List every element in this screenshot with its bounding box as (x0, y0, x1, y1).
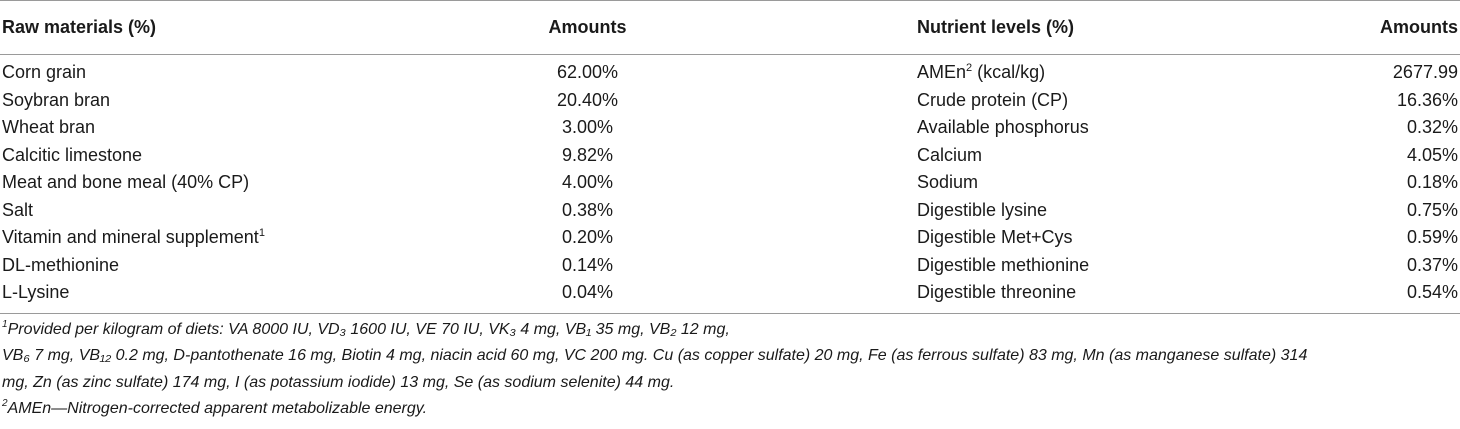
nutrient-amount: 0.37% (1406, 254, 1458, 275)
column-spacer (695, 114, 915, 142)
nutrient-cell: Available phosphorus (915, 114, 1255, 142)
table-row: Wheat bran 3.00% Available phosphorus 0.32% (0, 114, 1460, 142)
header-row: Raw materials (%) Amounts Nutrient level… (0, 0, 1460, 55)
footnote-1-text-line-1: Provided per kilogram of diets: VA 8000 … (7, 320, 730, 338)
nutrient-amount: 0.75% (1406, 199, 1458, 220)
header-raw-materials: Raw materials (%) (0, 0, 480, 55)
nutrient-unit: (kcal/kg) (972, 62, 1046, 82)
diet-composition-table: Raw materials (%) Amounts Nutrient level… (0, 0, 1460, 313)
table-body: Corn grain 62.00% AMEn2 (kcal/kg) 2677.99 So… (0, 55, 1460, 313)
table-row: Vitamin and mineral supplement1 0.20% Dige… (0, 224, 1460, 252)
table-row: Soybran bran 20.40% Crude protein (CP) 16.3… (0, 87, 1460, 115)
table-row: DL-methionine 0.14% Digestible methionine 0… (0, 252, 1460, 280)
table-row: Corn grain 62.00% AMEn2 (kcal/kg) 2677.99 (0, 55, 1460, 87)
nutrient-amount: 4.05% (1406, 144, 1458, 165)
raw-material-name: Soybran bran (2, 89, 111, 110)
raw-material-name: L-Lysine (2, 282, 70, 302)
raw-material-cell: Soybran bran (0, 87, 480, 115)
column-spacer (695, 55, 915, 87)
header-spacer (695, 0, 915, 55)
raw-material-amount: 0.38% (561, 199, 614, 220)
column-spacer (695, 87, 915, 115)
column-spacer (695, 169, 915, 197)
raw-material-name: Corn grain (2, 62, 87, 82)
raw-material-cell: DL-methionine (0, 252, 480, 280)
nutrient-cell: Digestible methionine (915, 252, 1255, 280)
raw-material-cell: Vitamin and mineral supplement1 (0, 224, 480, 252)
raw-material-cell: Meat and bone meal (40% CP) (0, 169, 480, 197)
raw-material-name: Meat and bone meal (40% CP) (2, 172, 250, 192)
column-spacer (695, 252, 915, 280)
nutrient-amount: 0.54% (1406, 282, 1458, 302)
table-row: Salt 0.38% Digestible lysine 0.75% (0, 197, 1460, 225)
footnote-1-line-2: VB₆ 7 mg, VB₁₂ 0.2 mg, D-pantothenate 16… (2, 347, 1308, 364)
column-spacer (695, 279, 915, 313)
footnotes: 1Provided per kilogram of diets: VA 8000… (0, 314, 1460, 423)
raw-material-amount: 4.00% (561, 172, 614, 192)
nutrient-name: Digestible methionine (917, 254, 1090, 275)
raw-material-name: Wheat bran (2, 117, 96, 137)
raw-material-name: Calcitic limestone (2, 144, 143, 165)
table-row: L-Lysine 0.04% Digestible threonine 0.54% (0, 279, 1460, 313)
raw-material-amount: 0.20% (561, 227, 614, 247)
footnote-2-text: AMEn—Nitrogen-corrected apparent metabol… (7, 400, 428, 417)
footnote-2: 2AMEn—Nitrogen-corrected apparent metabo… (2, 396, 1458, 423)
table-row: Meat and bone meal (40% CP) 4.00% Sodium 0.… (0, 169, 1460, 197)
raw-material-name: Vitamin and mineral supplement (2, 227, 259, 247)
footnote-1-marker: 1 (2, 318, 8, 330)
column-spacer (695, 197, 915, 225)
raw-material-amount: 0.14% (561, 254, 614, 275)
nutrient-name: AMEn (917, 62, 967, 82)
footnote-1-line-3: mg, Zn (as zinc sulfate) 174 mg, I (as p… (2, 373, 675, 391)
raw-material-name: DL-methionine (2, 254, 120, 275)
nutrient-amount: 2677.99 (1392, 62, 1458, 82)
raw-material-footnote-marker: 1 (258, 227, 265, 239)
raw-material-cell: L-Lysine (0, 279, 480, 313)
nutrient-cell: Digestible Met+Cys (915, 224, 1255, 252)
raw-material-amount: 0.04% (561, 282, 614, 302)
column-spacer (695, 142, 915, 170)
table-bottom-rule (0, 312, 1460, 314)
nutrient-cell: Sodium (915, 169, 1255, 197)
nutrient-amount: 0.59% (1406, 227, 1458, 247)
raw-material-amount: 62.00% (556, 62, 619, 82)
nutrient-name: Digestible Met+Cys (917, 227, 1073, 247)
nutrient-amount: 16.36% (1396, 89, 1458, 110)
raw-material-cell: Calcitic limestone (0, 142, 480, 170)
column-spacer (695, 224, 915, 252)
nutrient-cell: Digestible lysine (915, 197, 1255, 225)
table-row: Calcitic limestone 9.82% Calcium 4.05% (0, 142, 1460, 170)
header-amounts-left: Amounts (480, 0, 695, 55)
nutrient-cell: Digestible threonine (915, 279, 1255, 313)
nutrient-amount: 0.18% (1406, 172, 1458, 192)
nutrient-name: Sodium (917, 172, 979, 192)
table-header: Raw materials (%) Amounts Nutrient level… (0, 0, 1460, 55)
raw-material-name: Salt (2, 199, 34, 220)
nutrient-amount: 0.32% (1406, 117, 1458, 137)
nutrient-name: Digestible threonine (917, 282, 1077, 302)
nutrient-cell: Crude protein (CP) (915, 87, 1255, 115)
nutrient-name: Available phosphorus (917, 117, 1089, 137)
footnote-2-marker: 2 (2, 398, 8, 409)
raw-material-cell: Corn grain (0, 55, 480, 87)
raw-material-cell: Wheat bran (0, 114, 480, 142)
raw-material-amount: 20.40% (556, 89, 619, 110)
footnote-1-line-1: 1Provided per kilogram of diets: VA 8000… (2, 317, 1458, 344)
nutrient-name: Calcium (917, 144, 983, 165)
nutrient-name: Crude protein (CP) (917, 89, 1069, 110)
nutrient-name: Digestible lysine (917, 199, 1048, 220)
raw-material-cell: Salt (0, 197, 480, 225)
nutrient-footnote-marker: 2 (966, 62, 973, 74)
raw-material-amount: 9.82% (561, 144, 614, 165)
nutrient-cell: Calcium (915, 142, 1255, 170)
header-nutrient-levels: Nutrient levels (%) (915, 0, 1255, 55)
raw-material-amount: 3.00% (561, 117, 614, 137)
nutrient-cell: AMEn2 (kcal/kg) (915, 55, 1255, 87)
header-amounts-right: Amounts (1255, 0, 1460, 55)
